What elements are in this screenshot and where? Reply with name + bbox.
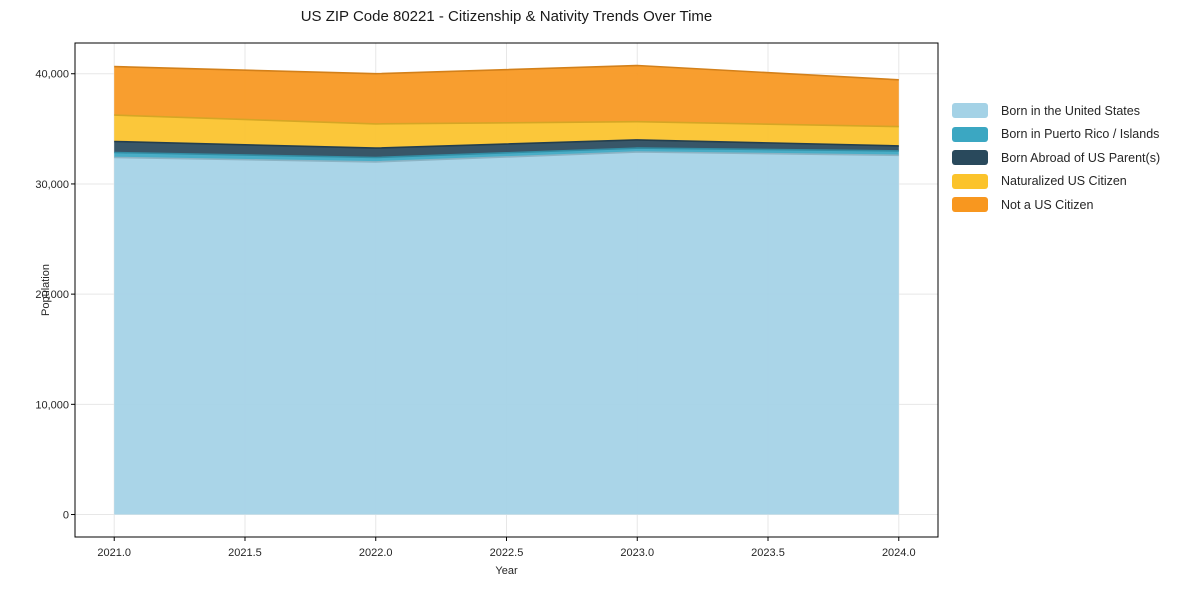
y-tick-label: 40,000 <box>35 69 69 81</box>
area-edge-born-abroad-of-us-parent-s <box>114 139 899 149</box>
legend-swatch-born-abroad <box>952 150 988 166</box>
legend-label: Not a US Citizen <box>1001 197 1094 212</box>
legend: Born in the United States Born in Puerto… <box>952 99 1160 217</box>
x-tick-label: 2023.0 <box>620 547 654 559</box>
legend-item-naturalized: Naturalized US Citizen <box>952 170 1160 194</box>
legend-item-born-puerto-rico: Born in Puerto Rico / Islands <box>952 123 1160 147</box>
area-edge-born-in-the-united-states <box>114 151 899 163</box>
legend-swatch-naturalized <box>952 173 988 189</box>
area-born-abroad-of-us-parent-s <box>114 139 899 158</box>
area-edge-born-in-puerto-rico-islands <box>114 147 899 159</box>
area-edge-naturalized-us-citizen <box>114 114 899 128</box>
x-tick-label: 2021.0 <box>97 547 131 559</box>
y-axis-label: Population <box>40 264 52 316</box>
legend-swatch-not-citizen <box>952 197 988 213</box>
x-tick-label: 2023.5 <box>751 547 785 559</box>
x-tick-label: 2024.0 <box>882 547 916 559</box>
area-edge-not-a-us-citizen <box>114 64 899 81</box>
legend-swatch-born-puerto-rico <box>952 126 988 142</box>
area-not-a-us-citizen <box>114 65 899 127</box>
y-tick-label: 20,000 <box>35 289 69 301</box>
legend-label: Born Abroad of US Parent(s) <box>1001 150 1161 165</box>
legend-label: Naturalized US Citizen <box>1001 174 1127 189</box>
area-born-in-puerto-rico-islands <box>114 148 899 162</box>
y-tick-label: 0 <box>63 510 69 522</box>
legend-item-born-in-us: Born in the United States <box>952 99 1160 123</box>
y-tick-label: 30,000 <box>35 179 69 191</box>
y-tick-label: 10,000 <box>35 399 69 411</box>
x-tick-label: 2022.5 <box>490 547 524 559</box>
legend-item-born-abroad: Born Abroad of US Parent(s) <box>952 146 1160 170</box>
legend-label: Born in the United States <box>1001 103 1140 118</box>
x-tick-label: 2022.0 <box>359 547 393 559</box>
legend-swatch-born-in-us <box>952 103 988 119</box>
legend-label: Born in Puerto Rico / Islands <box>1001 127 1160 142</box>
area-born-in-the-united-states <box>114 152 899 515</box>
x-tick-label: 2021.5 <box>228 547 262 559</box>
x-axis-label: Year <box>495 565 518 577</box>
chart-title: US ZIP Code 80221 - Citizenship & Nativi… <box>300 8 713 25</box>
legend-item-not-citizen: Not a US Citizen <box>952 193 1160 217</box>
